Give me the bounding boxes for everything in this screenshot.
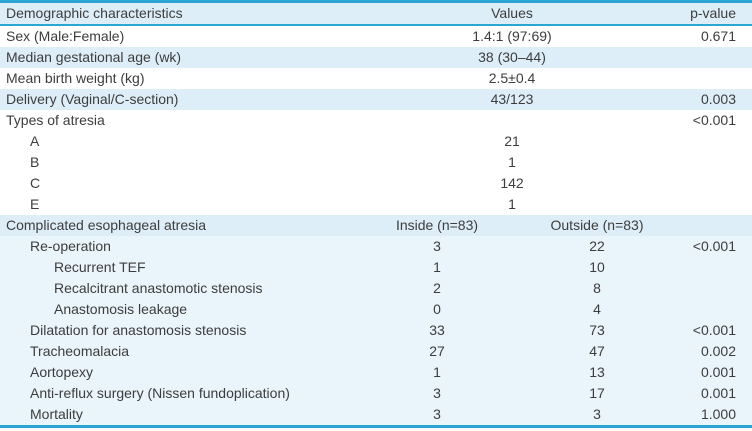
value-cell: 1.4:1 (97:69) bbox=[472, 28, 552, 44]
row-label: Mortality bbox=[30, 406, 83, 422]
table-row-type-b: B 1 bbox=[0, 152, 752, 173]
value-cell: 2.5±0.4 bbox=[488, 70, 536, 86]
inside-value-cell: 33 bbox=[429, 322, 445, 338]
p-value-cell: <0.001 bbox=[692, 322, 736, 338]
outside-value-cell: 8 bbox=[593, 280, 601, 296]
table-row-sex: Sex (Male:Female) 1.4:1 (97:69) 0.671 bbox=[0, 25, 752, 47]
table-header-row: Demographic characteristics Values p-val… bbox=[0, 1, 752, 25]
outside-column-header: Outside (n=83) bbox=[550, 217, 644, 233]
p-value-cell: <0.001 bbox=[692, 238, 736, 254]
outside-value-cell: 13 bbox=[589, 364, 605, 380]
inside-value-cell: 2 bbox=[433, 280, 441, 296]
p-value-cell: 1.000 bbox=[700, 406, 736, 422]
table-row-birth-weight: Mean birth weight (kg) 2.5±0.4 bbox=[0, 68, 752, 89]
p-value-cell bbox=[672, 257, 752, 278]
col-header-characteristics: Demographic characteristics bbox=[6, 5, 183, 21]
row-label: Complicated esophageal atresia bbox=[6, 217, 207, 233]
inside-value-cell: 27 bbox=[429, 343, 445, 359]
outside-value-cell: 3 bbox=[593, 406, 601, 422]
row-label: Re-operation bbox=[30, 238, 111, 254]
row-label: Anti-reflux surgery (Nissen fundoplicati… bbox=[30, 385, 290, 401]
p-value-cell bbox=[672, 215, 752, 236]
row-label: Sex (Male:Female) bbox=[6, 28, 125, 44]
p-value-cell bbox=[672, 68, 752, 89]
p-value-cell: 0.671 bbox=[700, 28, 736, 44]
table-row-tracheomalacia: Tracheomalacia 27 47 0.002 bbox=[0, 341, 752, 362]
row-label: Recurrent TEF bbox=[54, 259, 146, 275]
inside-value-cell: 3 bbox=[433, 406, 441, 422]
table-row-anastomosis-leakage: Anastomosis leakage 0 4 bbox=[0, 299, 752, 320]
table-row-recalcitrant-stenosis: Recalcitrant anastomotic stenosis 2 8 bbox=[0, 278, 752, 299]
value-cell: 1 bbox=[508, 154, 516, 170]
row-label: Recalcitrant anastomotic stenosis bbox=[54, 280, 263, 296]
row-label: Dilatation for anastomosis stenosis bbox=[30, 322, 247, 338]
value-cell: 21 bbox=[504, 133, 520, 149]
row-label: Mean birth weight (kg) bbox=[6, 70, 145, 86]
outside-value-cell: 17 bbox=[589, 385, 605, 401]
table-row-delivery: Delivery (Vaginal/C-section) 43/123 0.00… bbox=[0, 89, 752, 110]
table-row-gestational-age: Median gestational age (wk) 38 (30–44) bbox=[0, 47, 752, 68]
p-value-cell: 0.003 bbox=[700, 91, 736, 107]
p-value-cell bbox=[672, 131, 752, 152]
inside-value-cell: 1 bbox=[433, 364, 441, 380]
value-cell: 43/123 bbox=[490, 91, 534, 107]
inside-column-header: Inside (n=83) bbox=[395, 217, 479, 233]
row-label: Anastomosis leakage bbox=[54, 301, 188, 317]
table-row-dilatation: Dilatation for anastomosis stenosis 33 7… bbox=[0, 320, 752, 341]
row-label: A bbox=[30, 133, 40, 149]
row-label: Tracheomalacia bbox=[30, 343, 130, 359]
value-cell: 142 bbox=[500, 175, 524, 191]
table-row-type-e: E 1 bbox=[0, 194, 752, 215]
p-value-cell: 0.001 bbox=[700, 385, 736, 401]
row-label: Median gestational age (wk) bbox=[6, 49, 182, 65]
p-value-cell bbox=[672, 194, 752, 215]
inside-value-cell: 1 bbox=[433, 259, 441, 275]
table-row-reoperation: Re-operation 3 22 <0.001 bbox=[0, 236, 752, 257]
inside-value-cell: 3 bbox=[433, 238, 441, 254]
row-label: Aortopexy bbox=[30, 364, 94, 380]
p-value-cell bbox=[672, 173, 752, 194]
p-value-cell bbox=[672, 299, 752, 320]
table-row-types-of-atresia: Types of atresia <0.001 bbox=[0, 110, 752, 131]
table-row-type-a: A 21 bbox=[0, 131, 752, 152]
value-cell: 1 bbox=[508, 196, 516, 212]
col-header-values: Values bbox=[491, 5, 533, 21]
row-label: E bbox=[30, 196, 40, 212]
table-row-mortality: Mortality 3 3 1.000 bbox=[0, 404, 752, 427]
value-cell bbox=[352, 110, 672, 131]
row-label: C bbox=[30, 175, 41, 191]
table-row-type-c: C 142 bbox=[0, 173, 752, 194]
inside-value-cell: 3 bbox=[433, 385, 441, 401]
outside-value-cell: 47 bbox=[589, 343, 605, 359]
inside-value-cell: 0 bbox=[433, 301, 441, 317]
col-header-pvalue: p-value bbox=[690, 5, 736, 21]
table-row-aortopexy: Aortopexy 1 13 0.001 bbox=[0, 362, 752, 383]
outside-value-cell: 22 bbox=[589, 238, 605, 254]
p-value-cell: 0.001 bbox=[700, 364, 736, 380]
table-row-complicated-atresia: Complicated esophageal atresia Inside (n… bbox=[0, 215, 752, 236]
p-value-cell bbox=[672, 152, 752, 173]
outside-value-cell: 73 bbox=[589, 322, 605, 338]
outside-value-cell: 4 bbox=[593, 301, 601, 317]
p-value-cell bbox=[672, 47, 752, 68]
table-row-recurrent-tef: Recurrent TEF 1 10 bbox=[0, 257, 752, 278]
p-value-cell bbox=[672, 278, 752, 299]
outside-value-cell: 10 bbox=[589, 259, 605, 275]
p-value-cell: 0.002 bbox=[700, 343, 736, 359]
row-label: Delivery (Vaginal/C-section) bbox=[6, 91, 179, 107]
p-value-cell: <0.001 bbox=[692, 112, 736, 128]
row-label: B bbox=[30, 154, 40, 170]
value-cell: 38 (30–44) bbox=[478, 49, 546, 65]
row-label: Types of atresia bbox=[6, 112, 105, 128]
table-row-antireflux-surgery: Anti-reflux surgery (Nissen fundoplicati… bbox=[0, 383, 752, 404]
